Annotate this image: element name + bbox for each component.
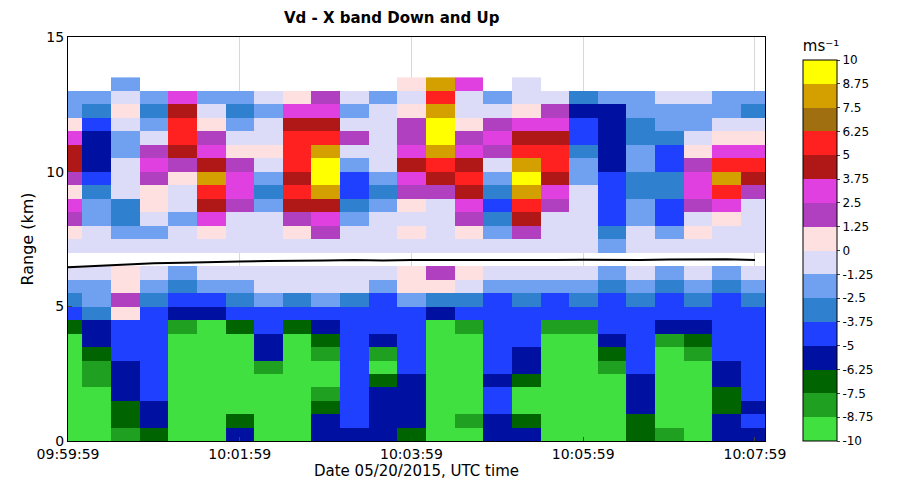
svg-text:5: 5	[842, 148, 850, 162]
svg-text:10:07:59: 10:07:59	[724, 446, 787, 462]
svg-text:8.75: 8.75	[842, 77, 869, 91]
svg-text:-1.25: -1.25	[842, 268, 873, 282]
svg-text:-3.75: -3.75	[842, 315, 873, 329]
svg-text:1.25: 1.25	[842, 220, 869, 234]
svg-text:10: 10	[46, 164, 64, 180]
svg-text:-8.75: -8.75	[842, 410, 873, 424]
svg-text:Vd - X band Down and Up: Vd - X band Down and Up	[284, 9, 500, 27]
svg-text:-5: -5	[842, 339, 854, 353]
svg-text:3.75: 3.75	[842, 172, 869, 186]
svg-text:10:03:59: 10:03:59	[380, 446, 443, 462]
svg-text:-6.25: -6.25	[842, 363, 873, 377]
svg-text:-2.5: -2.5	[842, 291, 865, 305]
svg-text:10:05:59: 10:05:59	[552, 446, 615, 462]
svg-text:0: 0	[55, 433, 64, 449]
svg-text:15: 15	[46, 29, 64, 45]
svg-text:Range (km): Range (km)	[18, 192, 37, 285]
svg-text:ms⁻¹: ms⁻¹	[803, 37, 839, 55]
svg-text:10:01:59: 10:01:59	[208, 446, 271, 462]
svg-text:-10: -10	[842, 434, 862, 448]
svg-text:0: 0	[842, 244, 850, 258]
svg-text:2.5: 2.5	[842, 196, 861, 210]
svg-text:7.5: 7.5	[842, 101, 861, 115]
svg-text:5: 5	[55, 298, 64, 314]
svg-text:6.25: 6.25	[842, 125, 869, 139]
svg-text:09:59:59: 09:59:59	[37, 446, 100, 462]
svg-text:-7.5: -7.5	[842, 387, 865, 401]
svg-text:Date 05/20/2015, UTC time: Date 05/20/2015, UTC time	[314, 462, 519, 480]
svg-text:10: 10	[842, 53, 857, 67]
